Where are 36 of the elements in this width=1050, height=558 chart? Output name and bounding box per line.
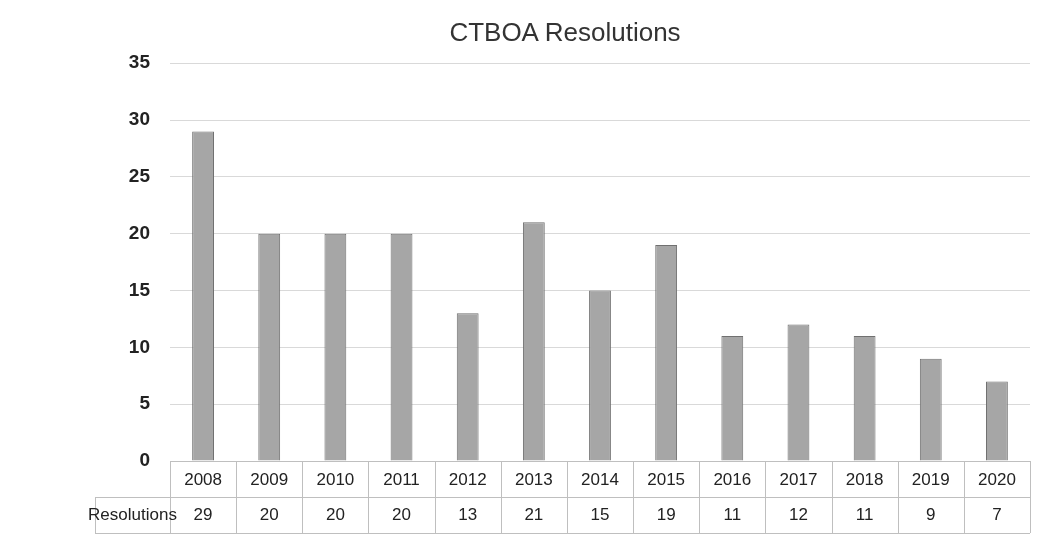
data-label: 11: [855, 504, 874, 524]
y-tick-label: 20: [128, 221, 150, 243]
x-tick-label: 2014: [581, 469, 619, 489]
data-label: 9: [926, 504, 936, 524]
y-tick-label: 10: [128, 335, 150, 357]
y-tick-label: 0: [139, 449, 150, 471]
y-tick-label: 35: [128, 51, 151, 73]
x-tick-label: 2017: [779, 469, 818, 489]
data-label: 20: [392, 504, 411, 524]
y-tick-label: 5: [139, 392, 151, 414]
data-label: 20: [259, 504, 279, 524]
x-tick-label: 2015: [647, 469, 686, 489]
data-label: 19: [656, 504, 676, 524]
data-label: 20: [325, 504, 345, 524]
text: Resolutions: [88, 504, 177, 524]
x-tick-label: 2013: [514, 469, 553, 489]
data-label: 29: [193, 504, 213, 524]
x-tick-label: 2019: [911, 469, 950, 489]
x-tick-label: 2008: [184, 469, 222, 489]
x-tick-label: 2011: [383, 469, 420, 489]
y-tick-label: 25: [128, 165, 151, 187]
x-tick-label: 2012: [448, 469, 487, 489]
x-tick-label: 2010: [316, 469, 355, 489]
data-label: 21: [524, 504, 544, 524]
data-label: 7: [992, 504, 1002, 524]
y-tick-label: 15: [128, 278, 151, 300]
data-label: 12: [789, 504, 808, 524]
chart-title: CTBOA Resolutions: [449, 16, 681, 47]
data-label: 15: [590, 504, 610, 524]
x-tick-label: 2016: [713, 469, 752, 489]
x-tick-label: 2009: [250, 469, 289, 489]
data-label: 11: [723, 504, 742, 524]
y-tick-label: 30: [128, 108, 150, 130]
x-tick-label: 2018: [845, 469, 884, 489]
data-label: 13: [458, 504, 478, 524]
x-tick-label: 2020: [978, 469, 1016, 489]
